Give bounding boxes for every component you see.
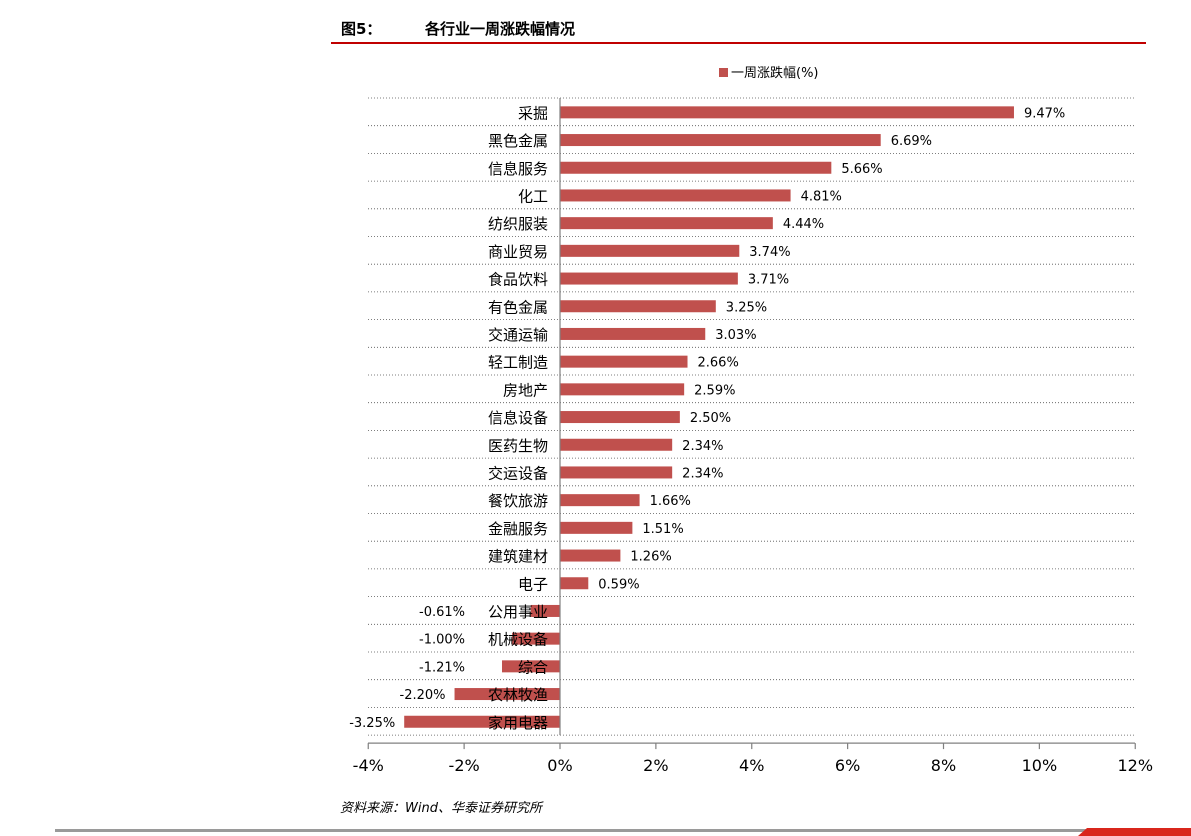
category-label: 金融服务 xyxy=(488,521,548,538)
data-label: 3.03% xyxy=(715,328,756,343)
category-label: 信息服务 xyxy=(488,161,548,178)
data-label: 6.69% xyxy=(891,134,932,149)
data-label: 1.26% xyxy=(630,550,671,565)
bar xyxy=(560,577,589,590)
legend-swatch xyxy=(719,68,728,77)
bar xyxy=(560,383,685,396)
bar xyxy=(530,604,560,617)
figure-header: 图5： 各行业一周涨跌幅情况 xyxy=(331,14,1146,44)
bar xyxy=(404,715,560,728)
x-tick-label: 0% xyxy=(547,756,572,775)
x-tick-label: -4% xyxy=(353,756,384,775)
bar xyxy=(560,161,832,174)
x-tick-label: -2% xyxy=(449,756,480,775)
category-label: 公用事业 xyxy=(488,604,548,621)
bar xyxy=(560,549,621,562)
data-label: 3.25% xyxy=(726,300,767,315)
bar xyxy=(560,327,706,340)
bottom-rule xyxy=(55,829,1135,832)
category-label: 有色金属 xyxy=(488,299,548,316)
category-label: 房地产 xyxy=(503,382,548,399)
data-label: 2.66% xyxy=(698,356,739,371)
bar xyxy=(560,438,673,451)
category-label: 农林牧渔 xyxy=(488,687,548,704)
data-label: 2.50% xyxy=(690,411,731,426)
bar xyxy=(560,106,1014,119)
bar xyxy=(560,466,673,479)
category-label: 化工 xyxy=(518,188,548,205)
data-label: 1.51% xyxy=(642,522,683,537)
category-label: 交运设备 xyxy=(488,464,548,482)
data-label: -2.20% xyxy=(400,688,446,703)
category-label: 综合 xyxy=(518,659,548,676)
x-tick-label: 2% xyxy=(643,756,668,775)
bar xyxy=(560,134,881,147)
bar xyxy=(560,217,773,230)
legend-label: 一周涨跌幅(%) xyxy=(731,65,819,81)
data-label: -1.00% xyxy=(419,633,465,648)
data-label: 4.44% xyxy=(783,217,824,232)
category-label: 电子 xyxy=(518,576,548,593)
data-label: -1.21% xyxy=(419,660,465,675)
bar xyxy=(560,355,688,368)
data-label: 1.66% xyxy=(650,494,691,509)
category-label: 纺织服装 xyxy=(488,216,548,233)
data-label: 4.81% xyxy=(801,189,842,204)
category-label: 医药生物 xyxy=(488,438,548,455)
bar xyxy=(560,189,791,202)
data-label: 2.34% xyxy=(682,466,723,481)
category-label: 商业贸易 xyxy=(488,244,548,261)
bar xyxy=(560,494,640,507)
bottom-accent xyxy=(1078,828,1191,836)
category-label: 交通运输 xyxy=(488,326,548,344)
data-label: 9.47% xyxy=(1024,106,1065,121)
data-label: 5.66% xyxy=(841,162,882,177)
bar xyxy=(560,411,680,424)
x-tick-label: 12% xyxy=(1117,756,1153,775)
data-label: 2.59% xyxy=(694,383,735,398)
x-tick-label: 10% xyxy=(1022,756,1058,775)
data-label: -3.25% xyxy=(349,716,395,731)
data-label: 3.71% xyxy=(748,273,789,288)
bar xyxy=(512,632,560,645)
data-label: 0.59% xyxy=(598,577,639,592)
category-label: 黑色金属 xyxy=(488,133,548,150)
category-label: 建筑建材 xyxy=(488,549,548,566)
x-tick-label: 8% xyxy=(931,756,956,775)
data-label: -0.61% xyxy=(419,605,465,620)
source-note: 资料来源：Wind、华泰证券研究所 xyxy=(340,801,542,816)
category-label: 机械设备 xyxy=(488,632,548,649)
bar xyxy=(501,660,560,673)
bar xyxy=(560,272,738,285)
data-label: 3.74% xyxy=(749,245,790,260)
category-label: 采掘 xyxy=(518,105,548,122)
category-label: 信息设备 xyxy=(488,410,548,427)
figure-number: 图5： xyxy=(341,20,382,38)
figure-title: 各行业一周涨跌幅情况 xyxy=(425,20,576,38)
category-label: 家用电器 xyxy=(488,715,548,732)
x-tick-label: 6% xyxy=(835,756,860,775)
bar xyxy=(560,300,716,313)
bar xyxy=(560,521,633,534)
bar xyxy=(560,244,740,257)
category-label: 轻工制造 xyxy=(488,355,548,372)
category-label: 食品饮料 xyxy=(488,272,548,289)
category-label: 餐饮旅游 xyxy=(488,493,548,510)
bar xyxy=(454,688,560,701)
x-tick-label: 4% xyxy=(739,756,764,775)
data-label: 2.34% xyxy=(682,439,723,454)
